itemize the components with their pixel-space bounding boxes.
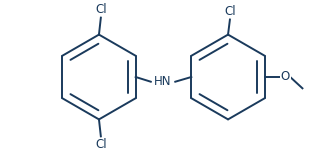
- Text: Cl: Cl: [95, 3, 107, 16]
- Text: HN: HN: [154, 75, 172, 88]
- Text: Cl: Cl: [224, 5, 236, 18]
- Text: O: O: [281, 71, 290, 83]
- Text: Cl: Cl: [95, 138, 107, 151]
